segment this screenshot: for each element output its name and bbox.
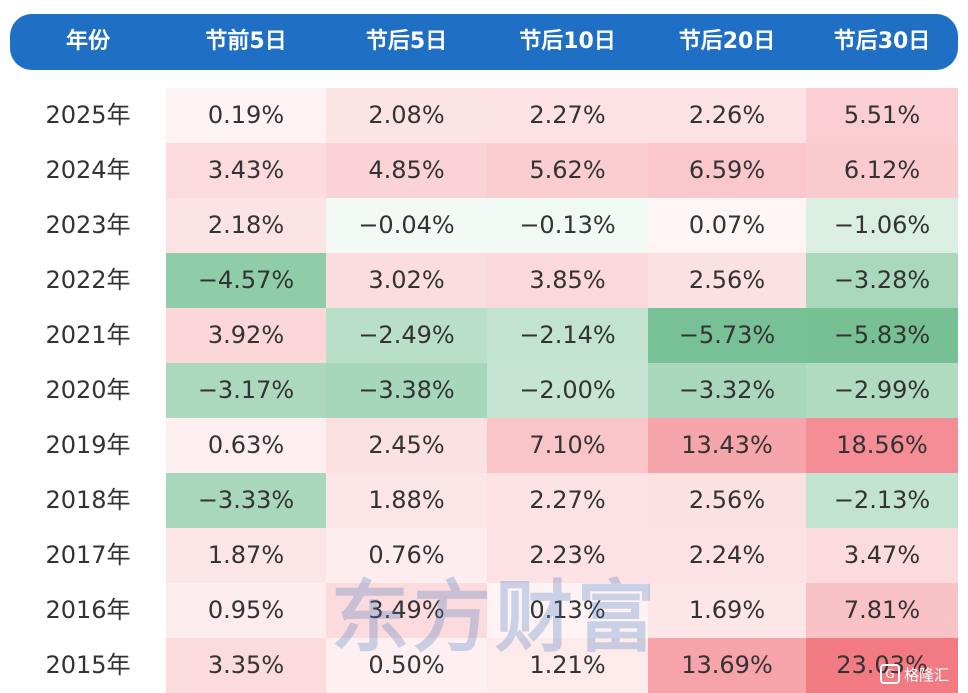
value-cell: −2.49% (326, 308, 487, 363)
value-cell: −3.28% (806, 253, 958, 308)
value-cell: −5.73% (648, 308, 806, 363)
value-cell: −2.13% (806, 473, 958, 528)
table-header-bar (10, 14, 958, 70)
value-cell: −0.04% (326, 198, 487, 253)
value-cell: 7.81% (806, 583, 958, 638)
value-cell: 3.49% (326, 583, 487, 638)
value-cell: 2.27% (487, 88, 648, 143)
value-cell: 2.45% (326, 418, 487, 473)
header-cell: 节后30日 (833, 29, 931, 54)
value-cell: 1.21% (487, 638, 648, 693)
year-cell: 2015年 (45, 651, 131, 679)
value-cell: 2.18% (166, 198, 326, 253)
value-cell: 1.69% (648, 583, 806, 638)
value-cell: −3.17% (166, 363, 326, 418)
value-cell: −3.33% (166, 473, 326, 528)
header-cell: 节后5日 (365, 29, 448, 54)
year-cell: 2022年 (45, 266, 131, 294)
year-cell: 2018年 (45, 486, 131, 514)
value-cell: 3.92% (166, 308, 326, 363)
value-cell: −0.13% (487, 198, 648, 253)
value-cell: 3.47% (806, 528, 958, 583)
header-cell: 节后10日 (519, 29, 616, 54)
value-cell: 0.50% (326, 638, 487, 693)
value-cell: 5.51% (806, 88, 958, 143)
value-cell: 13.69% (648, 638, 806, 693)
year-cell: 2016年 (45, 596, 131, 624)
value-cell: 6.12% (806, 143, 958, 198)
value-cell: 2.08% (326, 88, 487, 143)
value-cell: 2.56% (648, 473, 806, 528)
value-cell: 3.85% (487, 253, 648, 308)
year-cell: 2024年 (45, 156, 131, 184)
value-cell: 18.56% (806, 418, 958, 473)
header-cell: 节前5日 (205, 29, 287, 54)
value-cell: 3.35% (166, 638, 326, 693)
value-cell: −2.99% (806, 363, 958, 418)
value-cell: 0.63% (166, 418, 326, 473)
value-cell: 0.19% (166, 88, 326, 143)
value-cell: 6.59% (648, 143, 806, 198)
value-cell: 2.23% (487, 528, 648, 583)
value-cell: 0.76% (326, 528, 487, 583)
value-cell: 2.56% (648, 253, 806, 308)
year-cell: 2020年 (45, 376, 131, 404)
value-cell: −2.00% (487, 363, 648, 418)
value-cell: 3.02% (326, 253, 487, 308)
value-cell: 1.88% (326, 473, 487, 528)
value-cell: −1.06% (806, 198, 958, 253)
value-cell: −5.83% (806, 308, 958, 363)
value-cell: 4.85% (326, 143, 487, 198)
value-cell: 3.43% (166, 143, 326, 198)
value-cell: 13.43% (648, 418, 806, 473)
value-cell: −3.38% (326, 363, 487, 418)
value-cell: −3.32% (648, 363, 806, 418)
year-cell: 2025年 (45, 101, 131, 129)
value-cell: 0.95% (166, 583, 326, 638)
header-cell: 节后20日 (678, 29, 776, 54)
year-cell: 2021年 (45, 321, 131, 349)
year-cell: 2017年 (45, 541, 131, 569)
year-cell: 2023年 (45, 211, 131, 239)
value-cell: 2.26% (648, 88, 806, 143)
header-cell: 年份 (65, 29, 110, 54)
value-cell: 1.87% (166, 528, 326, 583)
value-cell: 2.24% (648, 528, 806, 583)
value-cell: −4.57% (166, 253, 326, 308)
value-cell: 7.10% (487, 418, 648, 473)
value-cell: −2.14% (487, 308, 648, 363)
value-cell: 0.07% (648, 198, 806, 253)
year-cell: 2019年 (45, 431, 131, 459)
value-cell: 5.62% (487, 143, 648, 198)
value-cell: 23.03% (806, 638, 958, 693)
value-cell: 0.13% (487, 583, 648, 638)
value-cell: 2.27% (487, 473, 648, 528)
